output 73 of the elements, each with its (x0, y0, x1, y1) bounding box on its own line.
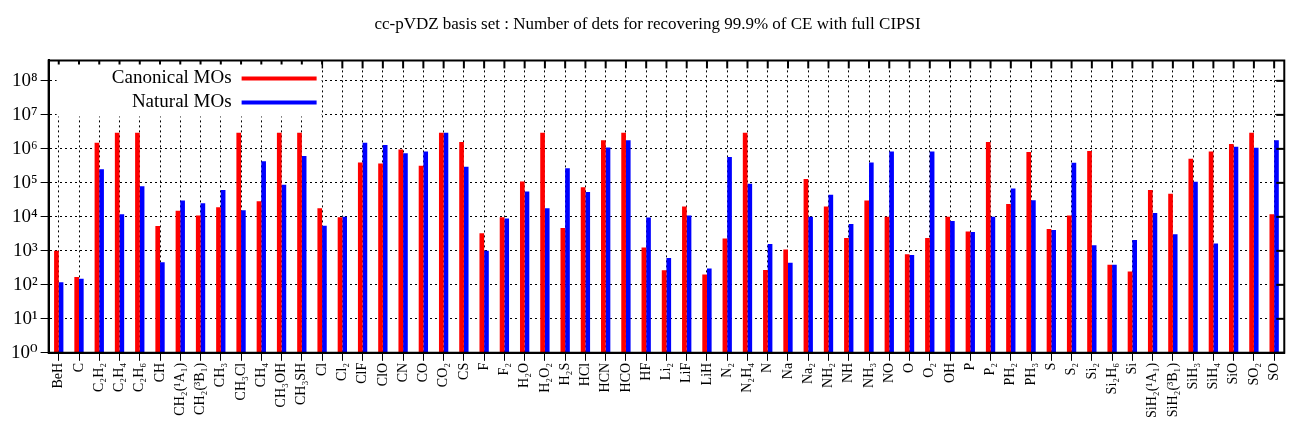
y-tick-label: 10⁸ (11, 68, 38, 90)
x-tick-label: SiH₂(³B₁) (1164, 362, 1181, 418)
x-tick-label: NH₂ (820, 362, 836, 388)
x-tick-label: CS (455, 362, 471, 380)
y-tick-label: 10³ (12, 238, 38, 260)
x-tick-label: S (1043, 362, 1058, 371)
x-tick-label: BeH (50, 362, 66, 389)
x-tick-label: LiH (698, 362, 714, 386)
x-tick-label: N₂ (718, 362, 734, 378)
x-tick-label: SO₂ (1245, 362, 1261, 386)
x-tick-label: F (475, 362, 491, 371)
x-tick-label: SiH₃ (1184, 362, 1200, 390)
x-tick-label: CH₃OH (273, 362, 289, 408)
x-tick-label: PH₂ (1002, 362, 1018, 386)
x-tick-label: HCN (597, 362, 613, 393)
x-tick-label: Na (779, 362, 795, 380)
x-tick-label: NH₃ (860, 362, 876, 388)
x-tick-label: O₂ (921, 362, 937, 378)
x-tick-label: Si (1124, 362, 1140, 375)
x-tick-label: H₂O (516, 362, 532, 388)
x-tick-label: Na₂ (799, 362, 815, 385)
x-tick-label: N₂H₄ (739, 362, 755, 393)
x-tick-label: CH₄ (252, 362, 268, 388)
x-tick-label: H₂O₂ (536, 362, 552, 393)
x-tick-label: OH (941, 362, 957, 384)
x-tick-label: HF (637, 362, 653, 381)
x-tick-label: CH₂(³B₁) (192, 362, 209, 415)
x-tick-label: P (961, 362, 977, 371)
x-tick-label: CH₃Cl (232, 362, 248, 401)
x-tick-label: CN (394, 362, 410, 383)
x-tick-label: P₂ (982, 362, 998, 376)
text: Canonical MOs (111, 66, 232, 88)
y-tick-label: 10⁶ (11, 136, 38, 158)
x-tick-label: NO (880, 362, 896, 384)
x-tick-label: PH₃ (1022, 362, 1038, 386)
chart-title: cc-pVDZ basis set : Number of dets for recovering 99.9% of CE with full CIPSI (374, 13, 921, 33)
x-tick-label: CO₂ (435, 362, 451, 388)
x-tick-label: C (70, 362, 86, 373)
x-tick-label: NH (840, 362, 856, 384)
y-tick-label: 10¹ (12, 306, 38, 328)
x-tick-label: CH (151, 362, 167, 383)
x-tick-label: Si₂H₆ (1103, 362, 1119, 395)
x-tick-label: CH₂(¹A₁) (171, 362, 188, 416)
x-tick-label: HCl (577, 362, 593, 387)
x-tick-label: CO (415, 362, 431, 383)
x-tick-label: Cl₂ (334, 362, 350, 381)
x-tick-label: N (759, 362, 775, 373)
x-tick-label: ClF (354, 362, 370, 384)
x-tick-label: Si₂ (1083, 362, 1099, 380)
y-tick-label: 10⁷ (11, 102, 38, 124)
x-tick-label: C₂H₆ (131, 362, 147, 393)
y-tick-label: 10⁵ (11, 170, 38, 192)
x-tick-label: CH₃ (212, 362, 228, 388)
x-tick-label: SiH₄ (1205, 362, 1221, 390)
x-tick-label: ClO (374, 362, 390, 387)
legend-label: Natural MOs (131, 90, 232, 112)
x-tick-label: SO (1265, 362, 1281, 381)
x-tick-label: O (901, 362, 917, 373)
x-tick-label: SiH₂(¹A₁) (1144, 362, 1161, 419)
x-tick-label: LiF (678, 362, 694, 384)
x-tick-label: H₂S (556, 362, 572, 386)
y-tick-label: 10⁰ (10, 340, 38, 362)
x-tick-label: Li₂ (658, 362, 674, 381)
x-tick-label: C₂H₂ (90, 362, 106, 393)
y-tick-label: 10⁴ (11, 204, 38, 226)
x-tick-label: S₂ (1063, 362, 1079, 376)
x-tick-label: HCO (617, 362, 633, 393)
x-tick-label: SiO (1225, 362, 1241, 385)
x-tick-label: CH₃SH (293, 362, 309, 406)
y-tick-label: 10² (12, 272, 38, 294)
x-tick-label: C₂H₄ (111, 362, 127, 393)
x-tick-label: F₂ (496, 362, 512, 376)
x-tick-label: Cl (313, 362, 329, 377)
